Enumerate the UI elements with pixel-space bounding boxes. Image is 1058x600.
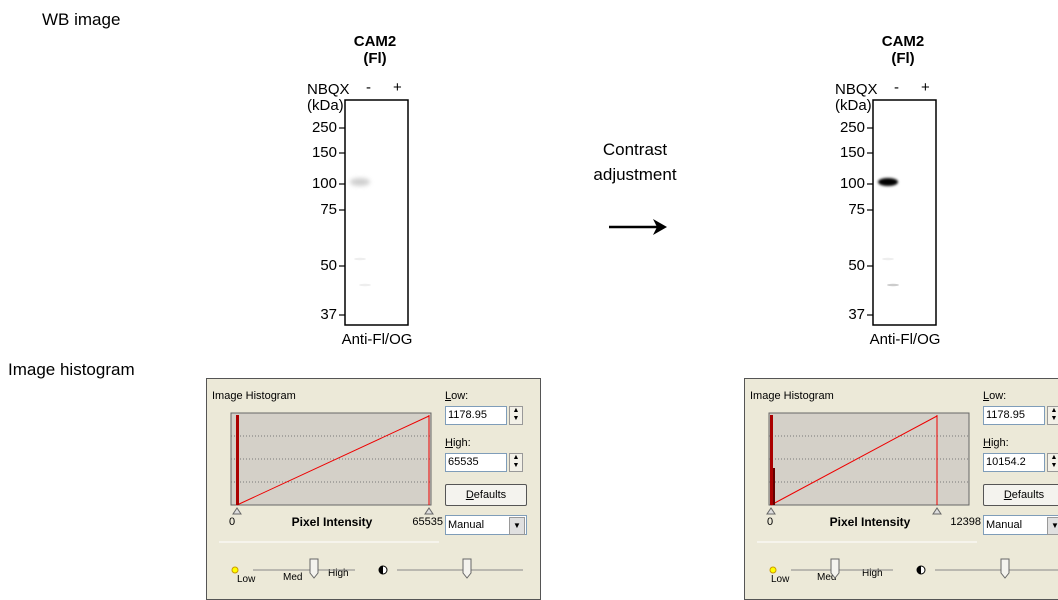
- high-label: High:: [445, 437, 471, 449]
- band: [354, 258, 366, 260]
- slider-thumb[interactable]: [831, 559, 839, 578]
- histogram-spike: [773, 468, 775, 505]
- marker-label: 37: [813, 306, 865, 323]
- marker-label: 50: [813, 257, 865, 274]
- low-label: Low:: [445, 390, 468, 402]
- band: [882, 258, 894, 260]
- brightness-icon: [232, 567, 238, 573]
- range-handle: [767, 508, 775, 514]
- low-label: Low:: [983, 390, 1006, 402]
- blot-subtitle: (Fl): [853, 50, 953, 67]
- defaults-button[interactable]: Defaults: [445, 484, 527, 506]
- lane-label: -: [894, 79, 899, 96]
- contrast-slider: [443, 555, 541, 585]
- histogram-spike: [236, 415, 239, 505]
- marker-label: 75: [813, 201, 865, 218]
- range-handle: [233, 508, 241, 514]
- marker-label: 150: [285, 144, 337, 161]
- dropdown-arrow: ▼: [1047, 517, 1058, 535]
- blot-title: CAM2: [325, 33, 425, 50]
- range-handle: [933, 508, 941, 514]
- slider-thumb[interactable]: [310, 559, 318, 578]
- histogram-spike: [770, 415, 773, 505]
- dropdown-arrow: ▼: [509, 517, 525, 535]
- slider-thumb[interactable]: [463, 559, 471, 578]
- spinner[interactable]: ▲▼: [1047, 453, 1058, 472]
- band: [878, 178, 898, 186]
- contrast-slider: [981, 555, 1058, 585]
- band: [350, 178, 370, 186]
- lane-label: -: [366, 79, 371, 96]
- marker-label: 100: [813, 175, 865, 192]
- marker-label: 100: [285, 175, 337, 192]
- defaults-button[interactable]: Defaults: [983, 484, 1058, 506]
- lane-label: +: [393, 79, 402, 96]
- slider-thumb[interactable]: [1001, 559, 1009, 578]
- marker-label: 50: [285, 257, 337, 274]
- blot-frame: [873, 100, 936, 325]
- band: [887, 284, 899, 286]
- high-field: 10154.2: [983, 453, 1045, 472]
- treatment-label: NBQX: [835, 81, 878, 98]
- treatment-label: NBQX: [307, 81, 350, 98]
- spinner[interactable]: ▲▼: [509, 453, 523, 472]
- histogram-graphics: [207, 379, 443, 599]
- arrow: [605, 215, 670, 239]
- high-label: High:: [983, 437, 1009, 449]
- blot: [335, 98, 415, 338]
- marker-label: 250: [285, 119, 337, 136]
- section-label: WB image: [42, 10, 120, 30]
- spinner[interactable]: ▲▼: [1047, 406, 1058, 425]
- low-field: 1178.95: [445, 406, 507, 425]
- section-label: Image histogram: [8, 360, 135, 380]
- contrast-label: adjustment: [570, 165, 700, 185]
- marker-label: 75: [285, 201, 337, 218]
- range-handle: [425, 508, 433, 514]
- lane-label: +: [921, 79, 930, 96]
- brightness-icon: [770, 567, 776, 573]
- band: [359, 284, 371, 286]
- blot-frame: [345, 100, 408, 325]
- low-field: 1178.95: [983, 406, 1045, 425]
- histogram-graphics: [745, 379, 981, 599]
- contrast-label: Contrast: [590, 140, 680, 160]
- blot: [863, 98, 943, 338]
- high-field: 65535: [445, 453, 507, 472]
- marker-label: 37: [285, 306, 337, 323]
- spinner[interactable]: ▲▼: [509, 406, 523, 425]
- blot-subtitle: (Fl): [325, 50, 425, 67]
- blot-title: CAM2: [853, 33, 953, 50]
- page: WB image Image histogram Contrast adjust…: [0, 0, 1058, 590]
- marker-label: 150: [813, 144, 865, 161]
- marker-label: 250: [813, 119, 865, 136]
